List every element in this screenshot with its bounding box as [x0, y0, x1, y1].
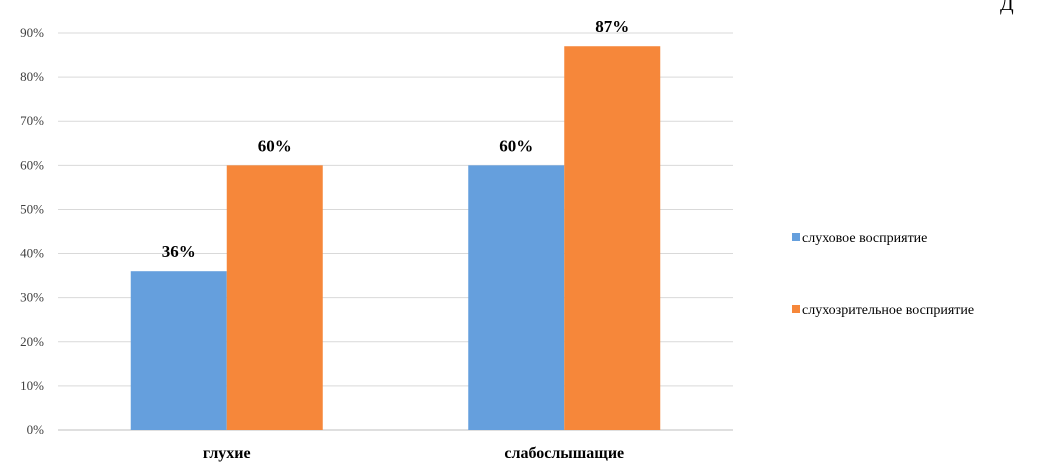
data-label: 87% [595, 17, 629, 36]
legend: слуховое восприятие слухозрительное воспр… [792, 231, 974, 318]
data-label: 36% [162, 242, 196, 261]
y-tick-label: 70% [20, 113, 44, 128]
x-axis-category-labels: глухие слабослышащие [203, 445, 624, 462]
category-label: слабослышащие [504, 445, 624, 462]
y-tick-label: 0% [27, 422, 45, 437]
y-tick-label: 40% [20, 246, 44, 261]
bar-auditory-hard-of-hearing [468, 165, 565, 431]
y-tick-label: 60% [20, 157, 44, 172]
y-tick-label: 10% [20, 378, 44, 393]
bar-audiovisual-deaf [226, 165, 323, 431]
y-tick-label: 20% [20, 334, 44, 349]
bar-audiovisual-hard-of-hearing [564, 46, 661, 430]
data-label: 60% [499, 136, 533, 155]
legend-label: слуховое восприятие [802, 231, 927, 246]
y-tick-label: 50% [20, 201, 44, 216]
y-tick-label: 30% [20, 290, 44, 305]
y-tick-label: 90% [20, 25, 44, 40]
legend-label: слухозрительное восприятие [802, 303, 974, 318]
data-label: 60% [258, 136, 292, 155]
y-axis-tick-labels: 0% 10% 20% 30% 40% 50% 60% 70% 80% 90% [20, 25, 44, 437]
legend-swatch [792, 305, 800, 313]
legend-swatch [792, 233, 800, 241]
bars [130, 46, 661, 431]
data-labels: 36% 60% 60% 87% [162, 17, 630, 261]
category-label: глухие [203, 445, 251, 462]
bar-auditory-deaf [130, 271, 227, 430]
corner-text: Д [1000, 0, 1014, 15]
y-tick-label: 80% [20, 69, 44, 84]
